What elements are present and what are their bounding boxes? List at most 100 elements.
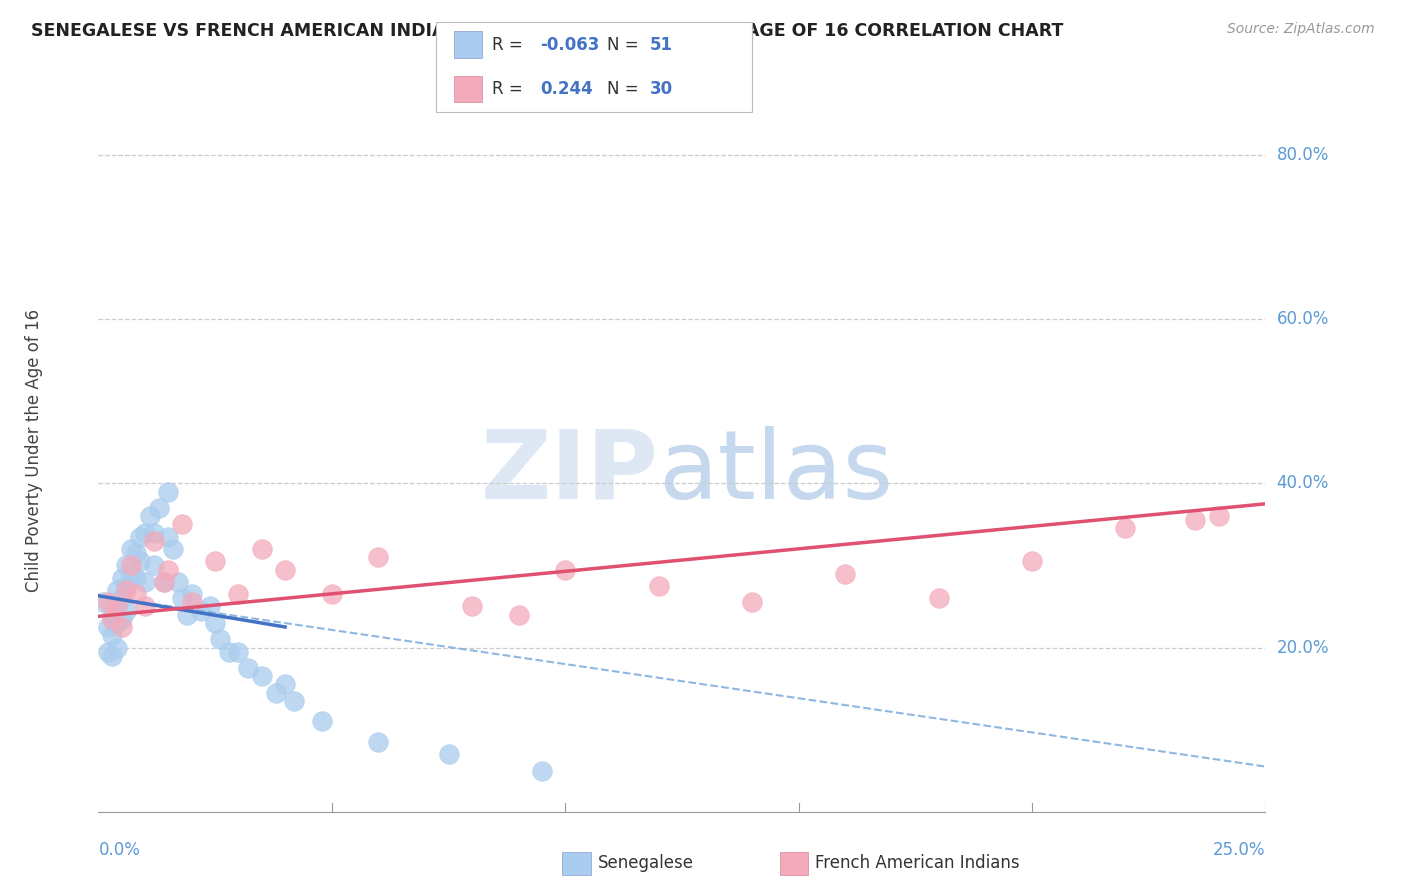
Point bbox=[143, 533, 166, 548]
Point bbox=[105, 615, 128, 630]
Point bbox=[101, 648, 124, 663]
Point bbox=[741, 595, 763, 609]
Point bbox=[129, 530, 152, 544]
Point bbox=[129, 554, 152, 568]
Text: ZIP: ZIP bbox=[481, 425, 658, 518]
Point bbox=[200, 599, 222, 614]
Point bbox=[190, 603, 212, 617]
Point bbox=[148, 500, 170, 515]
Point bbox=[105, 582, 128, 597]
Point bbox=[115, 603, 138, 617]
Point bbox=[152, 574, 174, 589]
Point bbox=[530, 764, 553, 778]
Point bbox=[105, 599, 128, 614]
Point bbox=[97, 620, 120, 634]
Point bbox=[139, 509, 162, 524]
Point bbox=[105, 640, 128, 655]
Point bbox=[111, 620, 134, 634]
Text: 30: 30 bbox=[650, 80, 672, 98]
Point bbox=[367, 550, 389, 565]
Point bbox=[134, 599, 156, 614]
Point bbox=[125, 546, 148, 560]
Point bbox=[283, 694, 305, 708]
Point bbox=[1114, 521, 1136, 535]
Point bbox=[554, 562, 576, 576]
Text: R =: R = bbox=[492, 80, 529, 98]
Text: 20.0%: 20.0% bbox=[1277, 639, 1329, 657]
Point bbox=[647, 579, 669, 593]
Point bbox=[115, 582, 138, 597]
Point bbox=[1021, 554, 1043, 568]
Text: 25.0%: 25.0% bbox=[1213, 840, 1265, 859]
Point bbox=[157, 484, 180, 499]
Point bbox=[236, 661, 259, 675]
Point bbox=[228, 645, 250, 659]
Point bbox=[91, 595, 114, 609]
Point bbox=[1184, 513, 1206, 527]
Text: atlas: atlas bbox=[658, 425, 894, 518]
Point bbox=[180, 587, 202, 601]
Point bbox=[834, 566, 856, 581]
Text: 80.0%: 80.0% bbox=[1277, 146, 1329, 164]
Point bbox=[101, 612, 124, 626]
Point bbox=[162, 541, 184, 556]
Point bbox=[120, 558, 142, 573]
Point bbox=[134, 525, 156, 540]
Point bbox=[461, 599, 484, 614]
Text: 40.0%: 40.0% bbox=[1277, 475, 1329, 492]
Text: N =: N = bbox=[607, 80, 644, 98]
Point bbox=[134, 574, 156, 589]
Text: Senegalese: Senegalese bbox=[598, 855, 693, 872]
Point bbox=[111, 612, 134, 626]
Point bbox=[208, 632, 231, 647]
Point bbox=[101, 607, 124, 622]
Text: Source: ZipAtlas.com: Source: ZipAtlas.com bbox=[1227, 22, 1375, 37]
Point bbox=[172, 517, 194, 532]
Text: N =: N = bbox=[607, 36, 644, 54]
Point bbox=[111, 591, 134, 606]
Point bbox=[250, 541, 273, 556]
Point bbox=[101, 628, 124, 642]
Point bbox=[264, 686, 287, 700]
Text: 0.244: 0.244 bbox=[540, 80, 593, 98]
Point bbox=[111, 571, 134, 585]
Point bbox=[105, 599, 128, 614]
Point bbox=[143, 558, 166, 573]
Point bbox=[218, 645, 240, 659]
Point bbox=[311, 714, 333, 729]
Point bbox=[367, 735, 389, 749]
Point bbox=[228, 587, 250, 601]
Point bbox=[120, 566, 142, 581]
Point bbox=[321, 587, 343, 601]
Text: French American Indians: French American Indians bbox=[815, 855, 1021, 872]
Point bbox=[143, 525, 166, 540]
Text: SENEGALESE VS FRENCH AMERICAN INDIAN CHILD POVERTY UNDER THE AGE OF 16 CORRELATI: SENEGALESE VS FRENCH AMERICAN INDIAN CHI… bbox=[31, 22, 1063, 40]
Point bbox=[157, 562, 180, 576]
Point bbox=[180, 595, 202, 609]
Point bbox=[115, 579, 138, 593]
Point bbox=[125, 587, 148, 601]
Point bbox=[120, 541, 142, 556]
Point bbox=[437, 747, 460, 762]
Point bbox=[97, 595, 120, 609]
Point bbox=[508, 607, 530, 622]
Point bbox=[152, 574, 174, 589]
Point bbox=[157, 530, 180, 544]
Point bbox=[97, 645, 120, 659]
Point bbox=[204, 554, 226, 568]
Point bbox=[274, 677, 297, 691]
Point bbox=[115, 558, 138, 573]
Text: Child Poverty Under the Age of 16: Child Poverty Under the Age of 16 bbox=[25, 309, 44, 592]
Text: 0.0%: 0.0% bbox=[98, 840, 141, 859]
Point bbox=[1208, 509, 1230, 524]
Point bbox=[274, 562, 297, 576]
Point bbox=[125, 571, 148, 585]
Point bbox=[204, 615, 226, 630]
Text: -0.063: -0.063 bbox=[540, 36, 599, 54]
Text: R =: R = bbox=[492, 36, 529, 54]
Point bbox=[928, 591, 950, 606]
Text: 60.0%: 60.0% bbox=[1277, 310, 1329, 328]
Point bbox=[250, 669, 273, 683]
Text: 51: 51 bbox=[650, 36, 672, 54]
Point bbox=[176, 607, 198, 622]
